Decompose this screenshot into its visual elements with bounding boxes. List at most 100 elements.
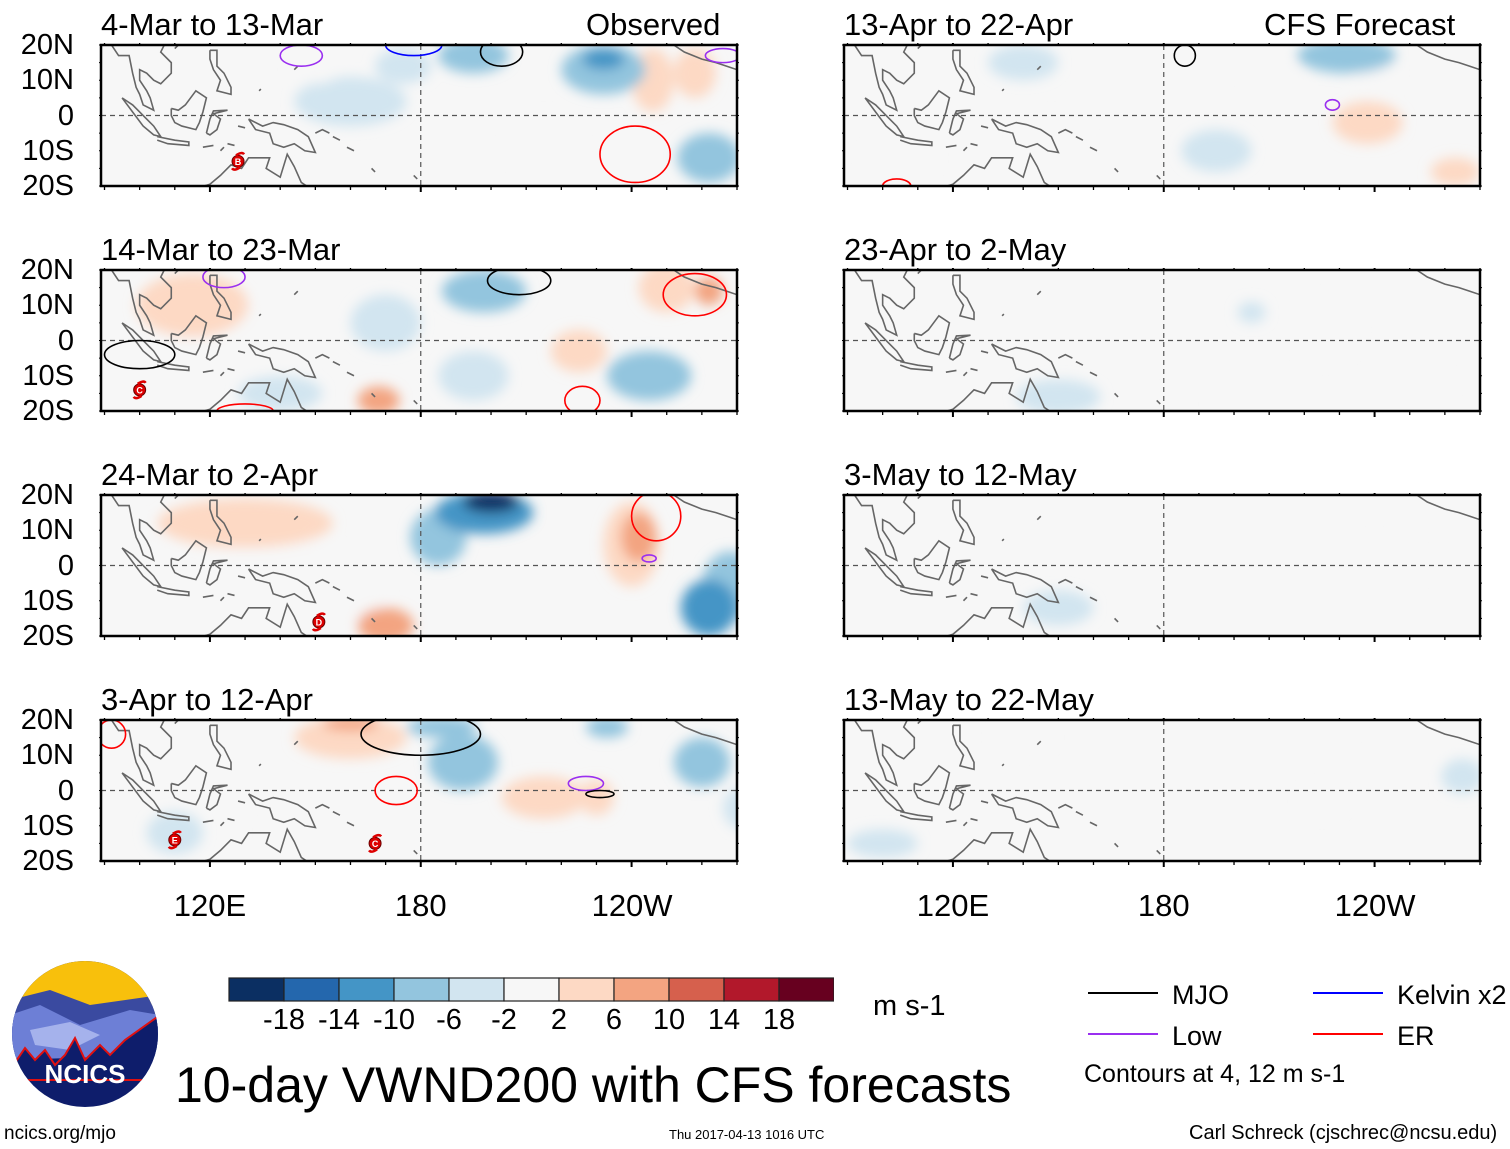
colorbar-swatch bbox=[503, 977, 560, 1002]
coastline bbox=[227, 592, 235, 597]
coastline bbox=[1075, 810, 1084, 816]
contour-low bbox=[641, 554, 657, 563]
negative-anomaly bbox=[350, 294, 421, 352]
negative-anomaly bbox=[606, 351, 692, 401]
negative-anomaly bbox=[1237, 301, 1266, 323]
negative-anomaly bbox=[847, 829, 918, 858]
coastline bbox=[332, 585, 341, 591]
coastline bbox=[209, 49, 232, 96]
coastline bbox=[209, 274, 232, 321]
coastline bbox=[853, 495, 916, 562]
forecast-header: CFS Forecast bbox=[1264, 7, 1456, 42]
contour-low bbox=[279, 45, 324, 67]
coastline bbox=[913, 89, 951, 131]
coastline bbox=[853, 45, 916, 112]
coastline bbox=[1089, 146, 1098, 152]
positive-anomaly bbox=[550, 329, 607, 373]
lat-tick-label: 20N bbox=[20, 29, 74, 61]
cyclone-label: C bbox=[372, 839, 379, 849]
colorbar-swatch bbox=[778, 977, 834, 1002]
coastline bbox=[237, 125, 246, 129]
coastline bbox=[346, 146, 355, 152]
coastline bbox=[990, 568, 1060, 604]
coastline bbox=[293, 740, 299, 746]
coastline bbox=[952, 274, 975, 321]
coastline bbox=[205, 559, 228, 586]
coastline bbox=[1416, 45, 1480, 71]
coastline bbox=[980, 125, 989, 129]
legend-label: ER bbox=[1397, 1021, 1435, 1051]
contour-low bbox=[1324, 98, 1341, 112]
colorbar-label: -14 bbox=[318, 1004, 360, 1036]
coastline bbox=[202, 144, 214, 149]
coastline bbox=[237, 350, 246, 354]
panel-title: 13-May to 22-May bbox=[844, 682, 1094, 717]
negative-anomaly bbox=[438, 45, 509, 74]
legend-label: Low bbox=[1172, 1021, 1222, 1051]
colorbar-swatch bbox=[723, 977, 780, 1002]
coastline bbox=[332, 360, 341, 366]
coastline bbox=[899, 585, 933, 597]
observed-header: Observed bbox=[586, 7, 721, 42]
lat-tick-label: 0 bbox=[57, 99, 74, 132]
coastline bbox=[247, 343, 317, 379]
units-label: m s-1 bbox=[873, 990, 946, 1022]
map-panel: B bbox=[99, 43, 739, 192]
lat-tick-label: 0 bbox=[57, 324, 74, 357]
coastline bbox=[237, 800, 246, 804]
coastline bbox=[948, 784, 971, 811]
cyclone-icon: E bbox=[167, 830, 182, 850]
coastline bbox=[980, 800, 989, 804]
coastline bbox=[258, 538, 262, 542]
lon-tick-label: 120E bbox=[173, 888, 247, 923]
timestamp: Thu 2017-04-13 1016 UTC bbox=[669, 1127, 825, 1142]
coastline bbox=[413, 624, 418, 630]
positive-anomaly bbox=[357, 607, 414, 636]
coastline bbox=[346, 821, 355, 827]
coastline bbox=[1156, 849, 1161, 855]
cyclone-label: D bbox=[316, 617, 323, 627]
coastline bbox=[1156, 174, 1161, 180]
coastline bbox=[258, 763, 262, 767]
coastline bbox=[945, 369, 957, 374]
coastline bbox=[962, 596, 968, 602]
coastline bbox=[962, 146, 968, 152]
coastline bbox=[293, 290, 299, 296]
coastline bbox=[899, 810, 933, 822]
coastline bbox=[970, 817, 978, 822]
coastline bbox=[1089, 821, 1098, 827]
coastline bbox=[110, 270, 173, 337]
negative-anomaly bbox=[1441, 758, 1480, 795]
negative-anomaly bbox=[680, 579, 737, 636]
coastline bbox=[1001, 313, 1005, 317]
positive-anomaly bbox=[357, 386, 400, 411]
lat-tick-label: 20S bbox=[22, 620, 74, 652]
coastline bbox=[156, 135, 190, 147]
coastline bbox=[202, 594, 214, 599]
url-label: ncics.org/mjo bbox=[4, 1123, 116, 1144]
contour-mjo bbox=[360, 720, 482, 757]
negative-anomaly bbox=[238, 375, 323, 411]
coastline bbox=[1156, 399, 1161, 405]
coastline bbox=[1057, 353, 1073, 359]
coastline bbox=[332, 810, 341, 816]
colorbar-swatch bbox=[338, 977, 395, 1002]
lon-tick-label: 120W bbox=[591, 888, 673, 923]
coastline bbox=[899, 360, 933, 372]
contour-mjo bbox=[486, 270, 552, 296]
coastline bbox=[346, 371, 355, 377]
panel-title: 23-Apr to 2-May bbox=[844, 232, 1067, 267]
legend-line bbox=[1088, 992, 1158, 994]
coastline bbox=[293, 515, 299, 521]
coastline bbox=[227, 367, 235, 372]
coastline bbox=[170, 539, 208, 581]
contour-er bbox=[662, 272, 728, 317]
legend-line bbox=[1313, 992, 1383, 994]
negative-anomaly bbox=[406, 720, 477, 738]
coastline bbox=[413, 399, 418, 405]
lat-tick-label: 10S bbox=[22, 809, 74, 842]
coastline bbox=[944, 827, 1051, 861]
contour-mjo bbox=[585, 789, 615, 799]
positive-anomaly bbox=[995, 723, 1052, 752]
